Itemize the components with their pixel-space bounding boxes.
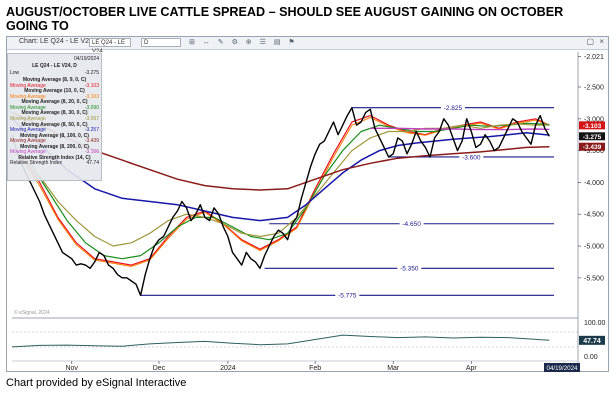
y-tick-label: -5.500 [584,275,604,282]
legend-rsi-value: 47.74 [86,160,99,167]
watermark: © eSignal, 2024 [14,309,50,316]
series-line [370,127,550,131]
legend-indicator-value: -3.097 [84,115,99,122]
legend-indicator-header: Moving Average (8, 50, 0, C) [21,121,88,128]
legend-title: LE Q24 - LE V24, D [32,63,77,69]
rsi-tick-label: 0.00 [584,354,598,361]
legend-indicator-value: -3.439 [84,138,99,145]
legend-low-row: Low -3.275 [10,70,99,77]
level-label: -2.825 [444,105,463,112]
current-date-label: 04/19/2024 [547,365,579,372]
legend-rsi-row: Relative Strength Index 47.74 [10,160,99,167]
legend-indicator-row: Moving Average -3.103 [10,94,99,101]
level-label-bg [459,152,484,160]
x-tick-label: 2024 [220,365,236,372]
y-tick-label: -5.000 [584,244,604,251]
level-label-bg [440,103,465,111]
price-tag-label: -3.103 [583,123,602,130]
x-tick-label: Apr [466,365,478,372]
legend-indicator-value: -3.103 [84,82,99,89]
toolbar-tool-icons[interactable]: ⊞ ↔ ✎ ⚙ ⊕ ☰ ▤ ⚑ [189,39,298,46]
level-label: -5.350 [400,266,419,273]
legend-date-row: 04/19/2024 [10,56,99,63]
rsi-line [11,334,550,348]
series-line [29,122,550,260]
price-tag [579,142,605,151]
level-label: -4.650 [402,221,421,228]
data-window: 04/19/2024 LE Q24 - LE V24, D Low -3.275… [7,53,102,181]
legend-indicator-value: -3.090 [84,104,99,111]
legend-indicator-label: Moving Average [10,93,46,100]
interval-select[interactable]: D [141,38,181,47]
legend-indicator-header: Moving Average (8, 9, 0, C) [22,77,87,83]
legend-indicator-label: Moving Average [10,127,46,134]
chart-credit: Chart provided by eSignal Interactive [6,377,187,389]
headline: AUGUST/OCTOBER LIVE CATTLE SPREAD – SHOU… [6,5,564,33]
price-tag-label: -3.275 [583,134,602,141]
legend-indicator-value: -3.257 [84,127,99,134]
price-tag [579,121,605,130]
legend-indicator-header: Moving Average (8, 200, 0, C) [20,143,89,150]
level-label: -3.600 [462,154,481,161]
legend-indicator-row: Moving Average -3.103 [10,83,99,90]
close-icon[interactable]: × [599,37,604,46]
y-tick-label: -3.000 [584,116,604,123]
x-tick-label: Feb [309,365,321,372]
level-label-bg [399,219,424,227]
legend-indicator-header: Moving Average (8, 100, 0, C) [20,132,89,139]
y-tick-label: -2.500 [584,84,604,91]
x-tick-label: Nov [65,365,78,372]
legend-indicator-label: Moving Average [10,104,46,111]
legend-indicator-label: Moving Average [10,82,46,89]
legend-low-value: -3.275 [84,70,99,76]
legend-indicator-label: Moving Average [10,138,46,145]
chart-window-title: Chart: LE Q24 - LE V24, D [19,38,102,45]
legend-indicator-header: Moving Average (10, 0, C) [24,88,85,95]
x-tick-label: Mar [387,365,400,372]
chart-toolbar: Chart: LE Q24 - LE V24, D LE Q24 - LE V2… [7,37,608,55]
rsi-value-tag [579,335,605,345]
legend-indicator-header: Moving Average (8, 20, 0, C) [21,99,88,106]
legend-indicator-header: Moving Average (8, 30, 0, C) [21,110,88,117]
x-tick-label: Dec [153,365,166,372]
legend-indicator-row: Moving Average -3.257 [10,127,99,134]
series-line [11,111,550,191]
legend-indicator-row: Moving Average -3.090 [10,105,99,112]
legend-indicator-value: -3.103 [84,93,99,100]
rsi-tick-label: 100.00 [584,320,606,327]
price-tag [579,132,605,141]
y-tick-label: -3.500 [584,148,604,155]
y-tick-label: -2.021 [584,54,604,61]
y-tick-label: -4.500 [584,212,604,219]
current-date-box [544,363,580,372]
legend-date: 04/19/2024 [73,56,99,62]
legend-indicator-row: Moving Average -3.097 [10,116,99,123]
rsi-value-label: 47.74 [583,338,601,345]
legend-indicator-label: Moving Average [10,115,46,122]
legend-indicator-value: -3.166 [84,149,99,156]
legend-rsi-header: Relative Strength Index (14, C) [18,154,91,161]
level-label: -5.775 [338,293,357,300]
y-tick-label: -4.000 [584,180,604,187]
price-tag-label: -3.439 [583,144,602,151]
series-line [11,118,550,222]
legend-indicator-row: Moving Average -3.439 [10,138,99,145]
level-label-bg [397,264,422,272]
legend-low-label: Low [10,70,20,76]
legend-indicator-row: Moving Average -3.166 [10,149,99,156]
legend-rsi-label: Relative Strength Index [10,160,62,167]
series-line [11,106,551,296]
legend-indicator-label: Moving Average [10,149,46,156]
level-label-bg [335,291,360,299]
plot-area [12,52,578,316]
maximize-icon[interactable]: ▢ [586,37,594,46]
